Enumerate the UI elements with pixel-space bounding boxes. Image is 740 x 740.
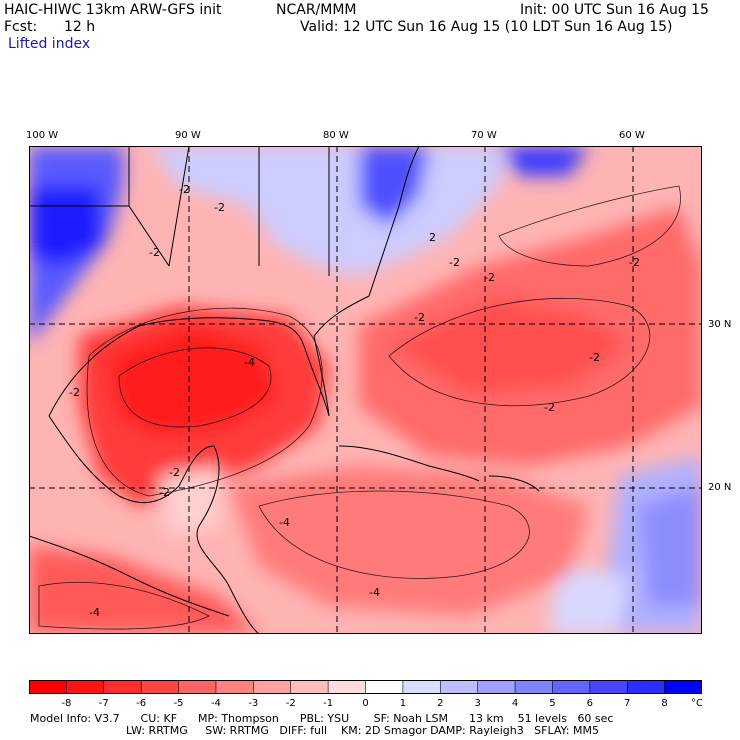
contour-line (258, 490, 530, 579)
coastline-pacific (29, 535, 230, 617)
colorbar-swatch (66, 680, 105, 694)
colorbar-tick-label: 4 (512, 698, 518, 709)
contour-label: -2 (169, 466, 180, 479)
model-title: HAIC-HIWC 13km ARW-GFS init (4, 2, 222, 18)
colorbar-tick-label: 2 (437, 698, 443, 709)
fcst-value: 12 h (64, 19, 96, 35)
lifted-index-map: -2 -2 -2 -2 -2 -2 -2 -2 -2 -4 -4 -4 -4 2… (29, 146, 702, 634)
colorbar-swatch (103, 680, 142, 694)
colorbar-swatch (141, 680, 180, 694)
contour-line (86, 307, 323, 497)
colorbar-swatch (328, 680, 366, 694)
contour-label: -2 (544, 401, 555, 414)
contour-label: -2 (484, 271, 495, 284)
contour-label: -2 (589, 351, 600, 364)
colorbar-swatch (627, 680, 666, 694)
model-info-line2: LW: RRTMG SW: RRTMG DIFF: full KM: 2D Sm… (126, 724, 599, 737)
colorbar-tick-label: -7 (99, 698, 109, 709)
contour-label: -2 (159, 486, 170, 499)
colorbar-tick-label: 6 (587, 698, 593, 709)
field-name: Lifted index (8, 36, 91, 52)
fcst-label: Fcst: (4, 19, 38, 35)
colorbar-swatch (178, 680, 217, 694)
colorbar-tick-label: -8 (61, 698, 71, 709)
contour-line (388, 297, 651, 407)
colorbar-tick-label: -2 (286, 698, 296, 709)
valid-time: Valid: 12 UTC Sun 16 Aug 15 (10 LDT Sun … (300, 19, 673, 35)
coastline-cuba (338, 445, 480, 482)
contour-label: -2 (69, 386, 80, 399)
colorbar-swatch (29, 680, 67, 694)
model-info-line1: Model Info: V3.7 CU: KF MP: Thompson PBL… (30, 712, 614, 725)
colorbar-swatch (552, 680, 591, 694)
lat-label: 30 N (708, 319, 732, 330)
init-time: Init: 00 UTC Sun 16 Aug 15 (520, 2, 709, 18)
colorbar-swatch (664, 680, 702, 694)
lon-label: 100 W (26, 130, 59, 141)
stable-region-east-coast (359, 146, 429, 226)
lon-label: 90 W (175, 130, 201, 141)
lon-label: 70 W (471, 130, 497, 141)
colorbar-swatch (589, 680, 628, 694)
colorbar-swatch (253, 680, 292, 694)
colorbar-tick-label: 8 (661, 698, 667, 709)
lon-label: 80 W (323, 130, 349, 141)
contour-line (38, 581, 210, 630)
org-label: NCAR/MMM (276, 2, 357, 18)
colorbar-swatch (402, 680, 441, 694)
coastline-hispaniola (488, 475, 540, 492)
contour-label: -2 (414, 311, 425, 324)
colorbar-swatch (290, 680, 329, 694)
colorbar-tick-label: 1 (400, 698, 406, 709)
contour-label: -2 (179, 183, 190, 196)
colorbar-tick-label: -1 (323, 698, 333, 709)
colorbar-tick-label: 3 (474, 698, 480, 709)
colorbar-swatch (365, 680, 404, 694)
colorbar-unit: °C (691, 698, 702, 709)
lat-label: 20 N (708, 482, 732, 493)
colorbar-tick-label: -4 (211, 698, 221, 709)
contour-label: -4 (279, 516, 290, 529)
colorbar-tick-label: -5 (174, 698, 184, 709)
map-frame (29, 146, 702, 634)
colorbar-swatch (440, 680, 479, 694)
border-us (29, 146, 330, 276)
stable-region-east-core (639, 486, 702, 606)
colorbar-swatch (215, 680, 254, 694)
unstable-region-gulf-core (109, 326, 279, 436)
unstable-region-atlantic-core (389, 296, 629, 396)
stable-region-ne (499, 146, 589, 176)
contour-line (498, 185, 681, 267)
contour-line (118, 347, 272, 428)
colorbar-tick-label: -3 (248, 698, 258, 709)
contour-label: -2 (214, 201, 225, 214)
lon-label: 60 W (619, 130, 645, 141)
contour-label: -4 (244, 356, 255, 369)
colorbar-tick-label: 7 (624, 698, 630, 709)
colorbar-tick-label: 0 (362, 698, 368, 709)
contour-label: -2 (149, 246, 160, 259)
contour-label: -2 (449, 256, 460, 269)
colorbar-tick-label: 5 (549, 698, 555, 709)
contour-label: 2 (429, 231, 436, 244)
contour-label: -2 (629, 256, 640, 269)
colorbar-swatch (515, 680, 553, 694)
contour-label: -4 (369, 586, 380, 599)
contour-label: -4 (89, 606, 100, 619)
colorbar-swatch (477, 680, 516, 694)
coastline-mexico (48, 415, 260, 634)
stable-region-se (549, 566, 629, 634)
colorbar-tick-label: -6 (136, 698, 146, 709)
colorbar: -8 -7 -6 -5 -4 -3 -2 -1 0 1 2 3 4 5 6 7 8 °C (29, 680, 702, 709)
coastline-gulf (48, 146, 420, 417)
